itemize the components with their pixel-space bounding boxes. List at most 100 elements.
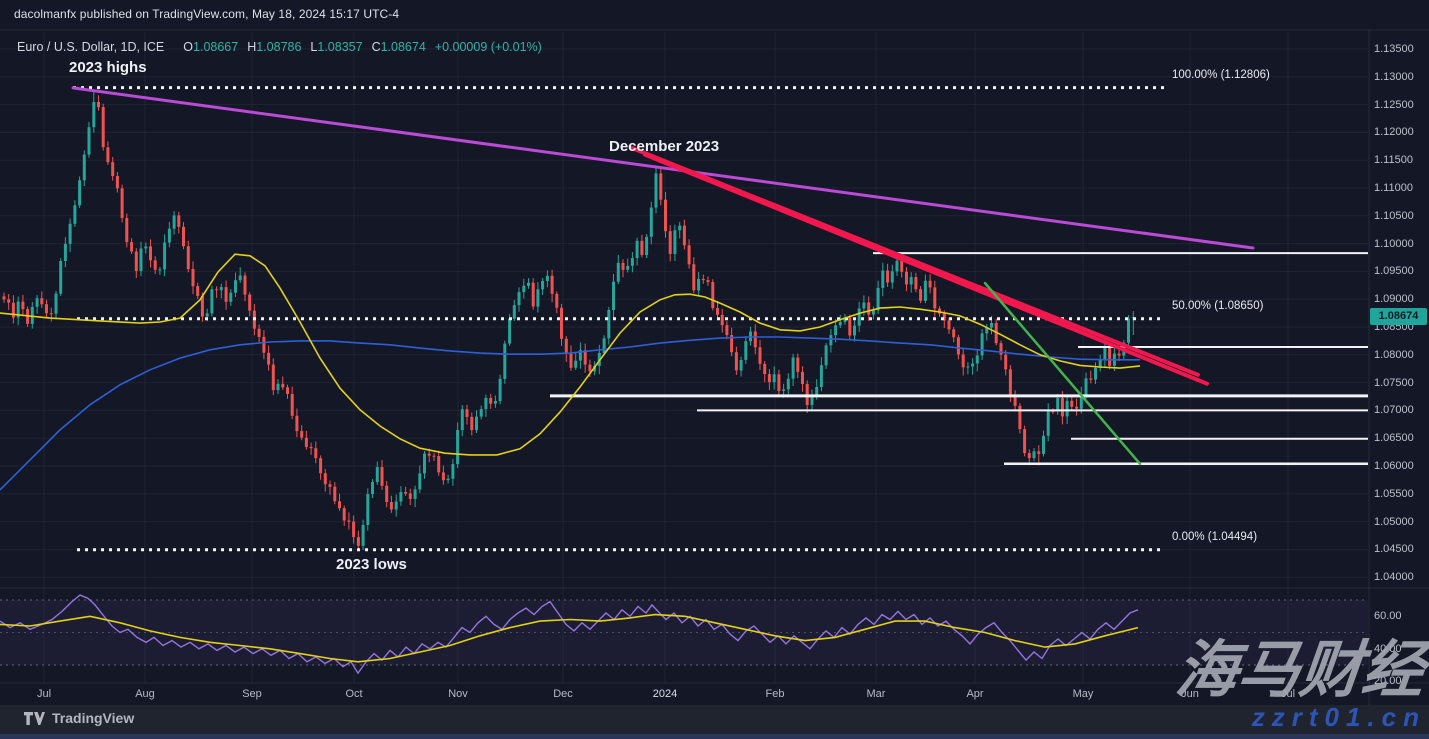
candle-up (593, 366, 597, 372)
annotation-2023-highs[interactable]: 2023 highs (69, 59, 147, 76)
candle-up (895, 260, 899, 272)
candle-down (182, 226, 185, 247)
candle-up (229, 292, 233, 302)
candle-up (1127, 318, 1130, 343)
candle-down (734, 352, 738, 371)
candle-up (59, 261, 63, 294)
candle-up (645, 236, 649, 255)
candle-up (498, 378, 502, 401)
tradingview-logo[interactable]: TradingView (24, 710, 134, 726)
candle-up (456, 430, 460, 465)
candles (2, 90, 1135, 550)
price-tick: 1.04500 (1374, 543, 1414, 555)
candle-up (1098, 359, 1102, 368)
candle-up (144, 246, 148, 249)
candle-down (177, 215, 181, 227)
candle-up (607, 310, 611, 339)
candle-down (711, 282, 715, 309)
rsi-lines (0, 594, 1139, 675)
candle-up (366, 494, 370, 525)
symbol-legend[interactable]: Euro / U.S. Dollar, 1D, ICE O1.08667 H1.08… (17, 40, 542, 54)
candle-down (130, 242, 134, 252)
candle-down (640, 240, 644, 256)
candle-up (635, 240, 639, 258)
candle-down (97, 102, 100, 108)
candle-up (881, 270, 885, 288)
candle-down (796, 357, 800, 372)
candle-up (78, 180, 82, 206)
time-tick-feb: Feb (765, 688, 785, 700)
candle-down (106, 147, 110, 163)
candle-up (786, 378, 790, 390)
candle-up (545, 275, 549, 281)
candle-down (7, 299, 11, 303)
candle-up (862, 302, 866, 309)
annotation-december-2023[interactable]: December 2023 (609, 138, 720, 155)
watermark-chinese: 海马财经 (1172, 636, 1428, 705)
candle-down (588, 364, 592, 372)
candle-down (767, 374, 771, 383)
candle-down (664, 199, 667, 232)
candle-down (408, 493, 412, 499)
candle-up (1084, 378, 1088, 395)
price-tick: 1.13000 (1374, 71, 1414, 83)
candle-down (706, 280, 710, 283)
rsi-tick: 40.00 (1374, 643, 1402, 655)
time-tick-jun: Jun (1181, 688, 1199, 700)
candle-down (338, 501, 341, 509)
candle-down (101, 107, 105, 148)
candle-down (248, 294, 252, 311)
price-tick: 1.07500 (1374, 377, 1414, 389)
candle-up (30, 306, 34, 324)
candle-up (602, 338, 606, 353)
candle-down (2, 296, 6, 300)
fib-retracement (73, 86, 1165, 552)
candle-down (257, 328, 261, 337)
candle-down (1008, 369, 1012, 395)
candle-up (1079, 394, 1083, 409)
candle-down (333, 486, 337, 502)
candle-down (692, 264, 696, 291)
candle-down (224, 287, 228, 302)
candle-down (682, 225, 686, 246)
candle-up (413, 489, 417, 499)
candle-up (612, 281, 615, 310)
ma-fast-yellow (0, 253, 1141, 456)
price-tick: 1.05500 (1374, 488, 1414, 500)
candle-down (531, 282, 535, 307)
candle-down (347, 520, 351, 522)
candle-down (900, 260, 904, 272)
candle-up (139, 248, 143, 271)
trendlines (71, 86, 1255, 466)
candle-up (371, 482, 374, 495)
candle-down (1013, 394, 1017, 406)
candle-up (923, 280, 927, 301)
ohlc-open-label: O (183, 40, 194, 54)
candle-up (838, 321, 842, 326)
time-tick-sep: Sep (242, 688, 262, 700)
rsi-panel (0, 599, 1368, 666)
bottom-accent-bar (0, 734, 1429, 739)
candle-up (834, 325, 838, 336)
candle-down (942, 313, 946, 321)
candle-down (1108, 346, 1112, 366)
ohlc-high-value: 1.08786 (256, 40, 302, 54)
magenta-downtrend (71, 86, 1255, 250)
candle-down (687, 245, 691, 265)
price-tick: 1.05000 (1374, 516, 1414, 528)
annotation-2023-lows[interactable]: 2023 lows (336, 556, 407, 573)
candle-up (890, 271, 894, 283)
candle-up (1065, 400, 1069, 417)
candle-down (342, 508, 346, 521)
candle-down (489, 398, 493, 404)
candle-up (616, 262, 620, 282)
candle-down (938, 308, 941, 314)
footer-bar: TradingView (0, 705, 1429, 734)
candle-down (200, 295, 204, 317)
candle-up (92, 102, 96, 128)
time-tick-aug: Aug (135, 688, 155, 700)
candle-up (810, 397, 814, 405)
candle-down (441, 472, 445, 481)
candle-down (295, 415, 299, 432)
